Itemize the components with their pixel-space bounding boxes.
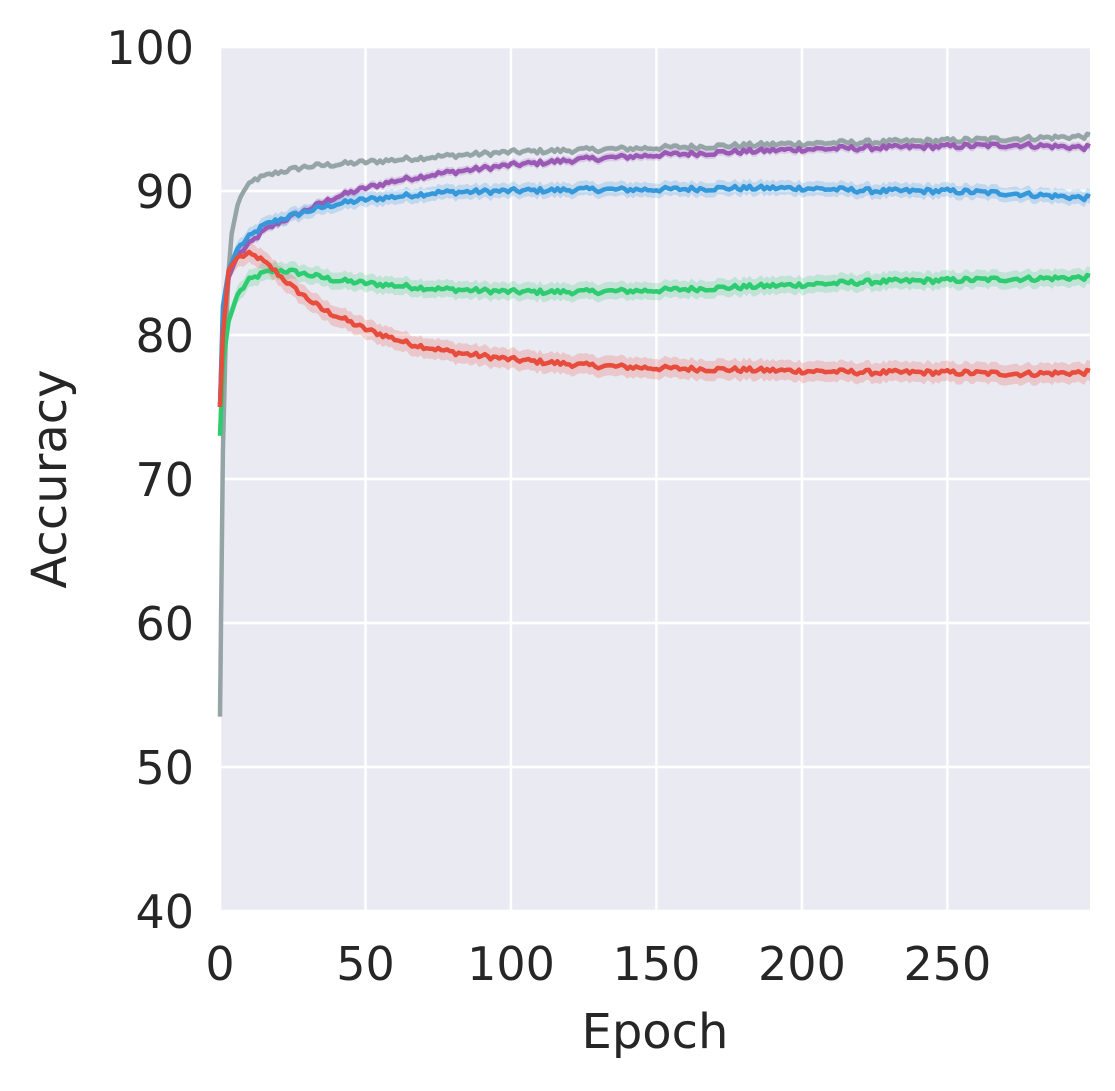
y-tick-label: 50: [135, 741, 194, 795]
y-tick-label: 40: [135, 885, 194, 939]
y-tick-label: 90: [135, 165, 194, 219]
series-line-4: [217, 249, 1091, 408]
y-tick-label: 60: [135, 597, 194, 651]
series-line-3: [217, 267, 1091, 436]
y-axis-label: Accuracy: [22, 369, 78, 588]
x-tick-label: 200: [758, 937, 846, 991]
y-tick-label: 80: [135, 309, 194, 363]
x-tick-label: 100: [467, 937, 555, 991]
x-tick-label: 250: [904, 937, 992, 991]
x-axis-label: Epoch: [582, 1004, 729, 1060]
series-line-0: [217, 131, 1091, 717]
series-lines: [217, 131, 1091, 717]
x-tick-label: 150: [613, 937, 701, 991]
x-tick-label: 50: [336, 937, 395, 991]
series-band-2: [220, 178, 1090, 415]
y-tick-labels: 40 50 60 70 80 90 100: [106, 21, 194, 939]
series-line-2: [217, 183, 1091, 408]
series-line-1: [217, 140, 1091, 408]
y-tick-label: 70: [135, 453, 194, 507]
y-tick-label: 100: [106, 21, 194, 75]
x-tick-labels: 0 50 100 150 200 250: [205, 937, 991, 991]
x-tick-label: 0: [205, 937, 234, 991]
